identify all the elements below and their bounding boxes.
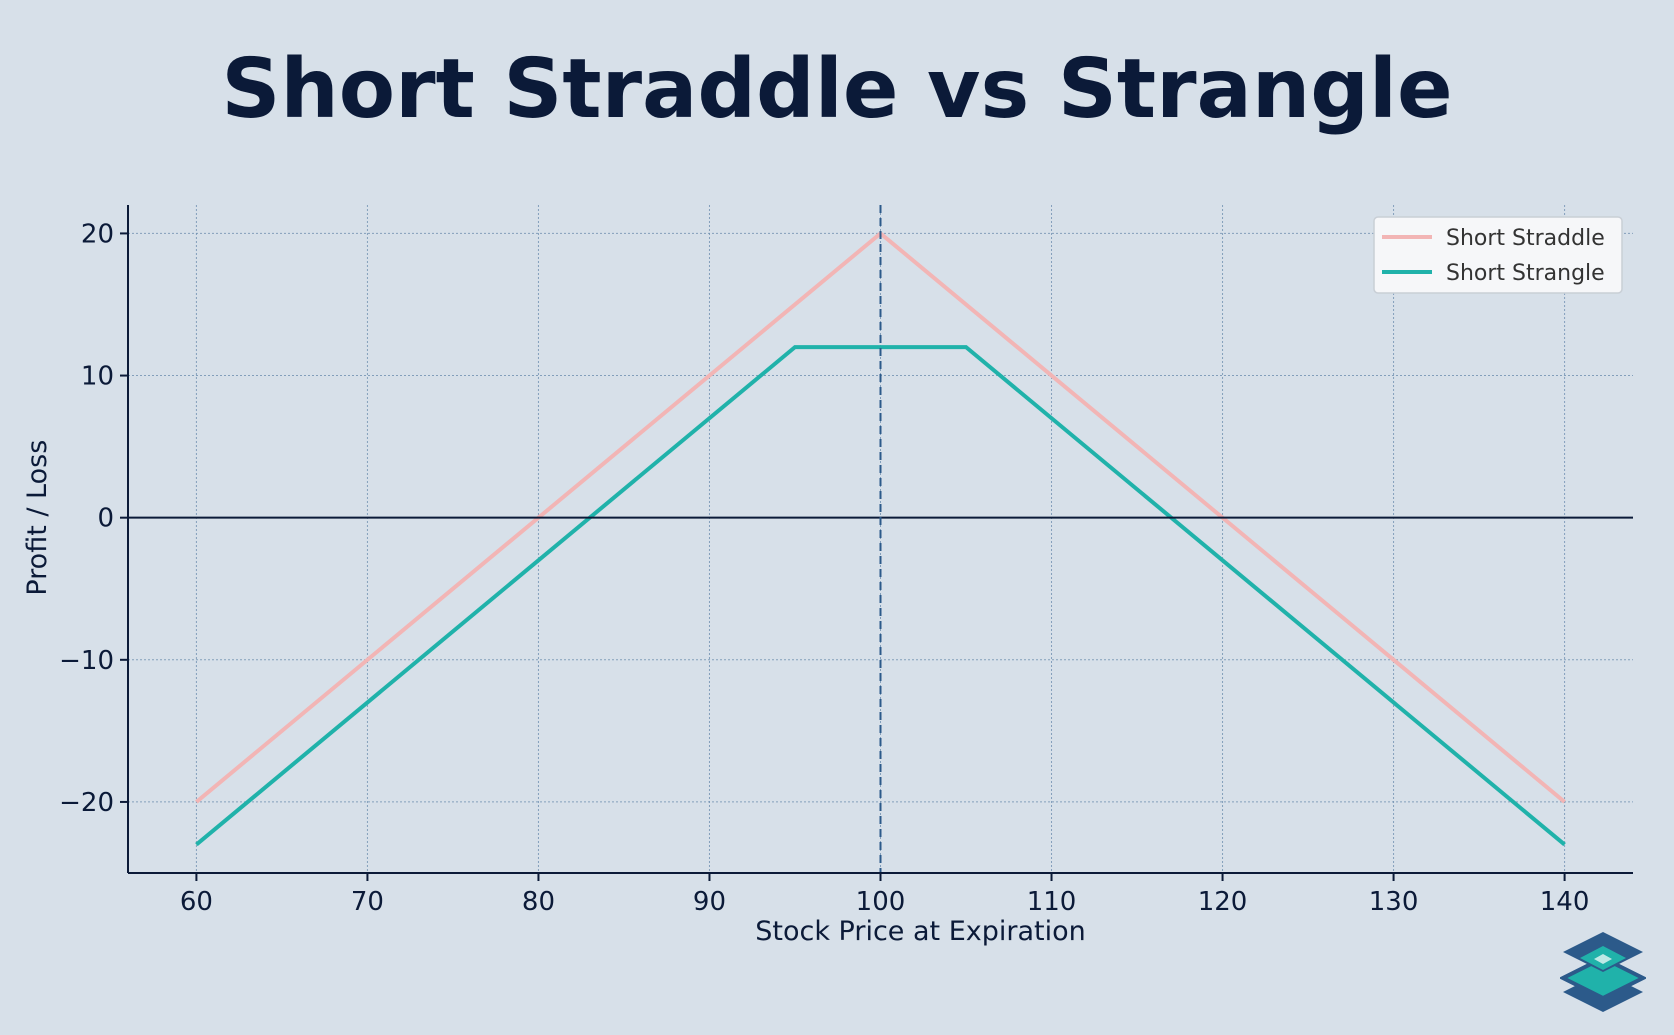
x-tick-label: 100 xyxy=(856,887,906,917)
x-tick-label: 80 xyxy=(522,887,555,917)
y-tick-label: −20 xyxy=(59,788,114,818)
y-tick-label: 0 xyxy=(97,504,114,534)
x-tick-label: 120 xyxy=(1198,887,1248,917)
y-tick-label: −10 xyxy=(59,646,114,676)
x-tick-label: 70 xyxy=(351,887,384,917)
legend-label: Short Strangle xyxy=(1446,261,1605,286)
legend-box xyxy=(1373,216,1623,294)
layers-icon xyxy=(1560,932,1646,1012)
y-tick-label: 10 xyxy=(81,362,114,392)
grid xyxy=(128,205,1633,873)
x-tick-label: 60 xyxy=(180,887,213,917)
x-axis-label: Stock Price at Expiration xyxy=(755,916,1086,947)
y-tick-label: 20 xyxy=(81,219,114,249)
page-title: Short Straddle vs Strangle xyxy=(221,42,1453,137)
y-axis-label: Profit / Loss xyxy=(22,440,53,596)
series-line-short-strangle xyxy=(195,345,1566,847)
legend-label: Short Straddle xyxy=(1446,226,1605,251)
x-tick-label: 140 xyxy=(1540,887,1590,917)
x-tick-label: 130 xyxy=(1369,887,1419,917)
x-tick-label: 110 xyxy=(1027,887,1077,917)
x-tick-label: 90 xyxy=(693,887,726,917)
tick-labels: 60 70 80 90 100 110 120 130 140 −20 −10 0 10 20 xyxy=(59,219,1589,917)
legend: Short Straddle Short Strangle xyxy=(1373,216,1623,294)
